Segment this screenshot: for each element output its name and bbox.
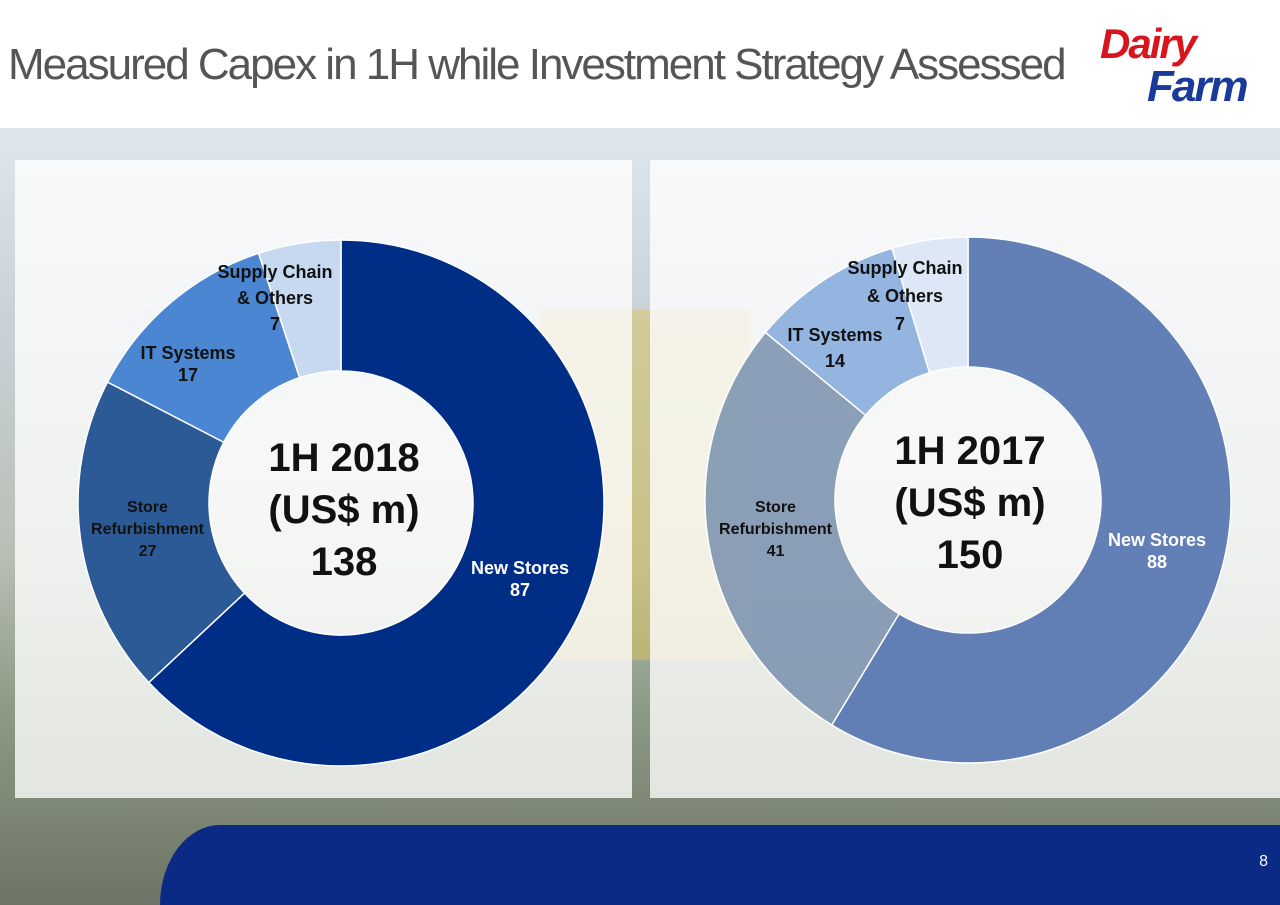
label-name: New Stores — [1107, 530, 1207, 550]
donut-center-label-2018: 1H 2018 (US$ m) 138 — [234, 432, 454, 588]
label-name: Refurbishment — [719, 521, 832, 538]
data-label-store-refurbishment: Store Refurbishment 27 — [80, 497, 215, 563]
label-value: 7 — [269, 314, 280, 334]
donut-slice-store-refurbishment — [704, 331, 901, 726]
footer-band — [160, 825, 1280, 905]
donut-slice-store-refurbishment — [77, 380, 246, 684]
label-value: 87 — [509, 580, 531, 600]
data-label-new-stores: New Stores 87 — [460, 557, 580, 601]
label-value: 27 — [138, 543, 157, 560]
logo-text-dairy: Dairy — [1100, 20, 1197, 67]
center-period: 1H 2018 — [268, 436, 420, 480]
data-label-it-systems: IT Systems 17 — [128, 342, 248, 386]
data-label-supply-chain: Supply Chain & Others 7 — [200, 259, 350, 337]
label-name: IT Systems — [787, 325, 883, 345]
label-name: Store — [127, 499, 168, 516]
data-label-new-stores: New Stores 88 — [1097, 529, 1217, 573]
label-value: 88 — [1146, 552, 1168, 572]
center-unit: (US$ m) — [894, 481, 1046, 525]
label-name: IT Systems — [140, 343, 236, 363]
center-total: 150 — [936, 533, 1004, 577]
slide-title: Measured Capex in 1H while Investment St… — [8, 40, 1067, 89]
donut-slice-supply-chain-others — [257, 239, 342, 379]
donut-slice-new-stores — [830, 236, 1232, 764]
label-name: & Others — [866, 286, 944, 306]
label-value: 7 — [894, 314, 905, 334]
dairy-farm-logo: Dairy Farm — [1092, 20, 1267, 115]
label-name: New Stores — [470, 558, 570, 578]
label-name: Store — [755, 499, 796, 516]
data-label-it-systems: IT Systems 14 — [775, 322, 895, 374]
label-value: 14 — [824, 351, 846, 371]
data-label-store-refurbishment: Store Refurbishment 41 — [708, 497, 843, 563]
donut-center-label-2017: 1H 2017 (US$ m) 150 — [860, 425, 1080, 581]
logo-text-farm: Farm — [1147, 62, 1249, 111]
donut-slice-it-systems — [106, 252, 301, 444]
page-number: 8 — [1259, 853, 1268, 870]
donut-slice-supply-chain-others — [891, 236, 969, 374]
label-name: & Others — [236, 288, 314, 308]
donut-hole — [835, 367, 1101, 633]
center-period: 1H 2017 — [894, 429, 1046, 473]
label-value: 41 — [766, 543, 785, 560]
data-label-supply-chain: Supply Chain & Others 7 — [830, 254, 980, 338]
center-total: 138 — [310, 540, 378, 584]
center-unit: (US$ m) — [268, 488, 420, 532]
donut-slice-new-stores — [147, 239, 605, 767]
donut-hole — [209, 371, 473, 635]
label-name: Refurbishment — [91, 521, 204, 538]
label-name: Supply Chain — [847, 258, 963, 278]
label-name: Supply Chain — [217, 262, 333, 282]
label-value: 17 — [177, 365, 199, 385]
